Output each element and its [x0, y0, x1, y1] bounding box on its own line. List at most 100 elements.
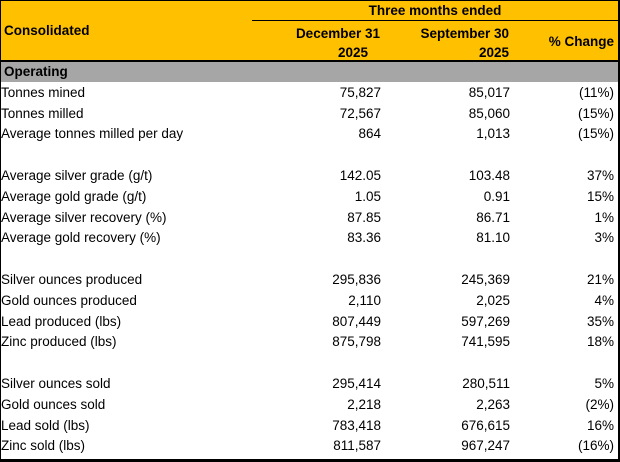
cell-december-value: 87.85: [347, 209, 381, 225]
cell-december-value: 83.36: [347, 230, 381, 246]
table-row: Silver ounces produced 295,836 245,369 2…: [1, 269, 618, 290]
cell-percent-change: 3%: [594, 230, 614, 246]
cell-percent-change: 21%: [586, 272, 614, 288]
row-label: Lead sold (lbs): [1, 417, 90, 433]
table-row: Average silver recovery (%) 87.85 86.71 …: [1, 207, 618, 228]
cell-december-value: 783,418: [332, 417, 381, 433]
cell-december-value: 864: [358, 126, 381, 142]
cell-percent-change: (15%): [577, 105, 614, 121]
table-row: Lead produced (lbs) 807,449 597,269 35%: [1, 311, 618, 332]
row-label: Zinc produced (lbs): [1, 334, 117, 350]
cell-december-value: 72,567: [339, 105, 381, 121]
table-row: [1, 144, 618, 165]
row-label: Zinc sold (lbs): [1, 438, 86, 454]
table-row: Gold ounces produced 2,110 2,025 4%: [1, 290, 618, 311]
cell-september-value: [381, 144, 510, 165]
cell-september-value: 2,263: [476, 396, 510, 412]
cell-september-value: 676,615: [461, 417, 510, 433]
cell-september-value: 103.48: [468, 168, 510, 184]
cell-percent-change: (15%): [577, 126, 614, 142]
table-row: Silver ounces sold 295,414 280,511 5%: [1, 373, 618, 394]
table-header: Consolidated Three months ended December…: [1, 1, 618, 60]
cell-december-value: 875,798: [332, 334, 381, 350]
cell-september-value: 1,013: [476, 126, 510, 142]
column-header-december-31-2025: December 31 2025: [252, 21, 380, 62]
row-label: [1, 144, 252, 165]
column-header-line2: 2025: [478, 45, 509, 60]
table-row: Average gold grade (g/t) 1.05 0.91 15%: [1, 186, 618, 207]
cell-september-value: 2,025: [476, 292, 510, 308]
cell-september-value: 280,511: [462, 376, 510, 392]
cell-september-value: 81.10: [476, 230, 510, 246]
cell-december-value: 142.05: [339, 168, 381, 184]
row-label: [1, 352, 252, 373]
row-label: Tonnes mined: [1, 84, 86, 100]
cell-percent-change: 4%: [594, 292, 614, 308]
table-row: Tonnes milled 72,567 85,060 (15%): [1, 103, 618, 124]
column-headers: December 31 2025 September 30 2025 % Cha…: [252, 21, 618, 62]
row-label: [1, 248, 252, 269]
cell-december-value: [252, 144, 381, 165]
cell-december-value: 811,587: [333, 438, 381, 454]
cell-september-value: 741,595: [461, 334, 510, 350]
data-table: Tonnes mined 75,827 85,017 (11%) Tonnes …: [1, 82, 618, 456]
row-label: Gold ounces sold: [1, 396, 106, 412]
row-label: Average gold grade (g/t): [1, 188, 147, 204]
cell-percent-change: [510, 352, 618, 373]
cell-december-value: 807,449: [332, 313, 381, 329]
cell-percent-change: (11%): [578, 84, 614, 100]
cell-percent-change: 16%: [586, 417, 614, 433]
cell-percent-change: 18%: [586, 334, 614, 350]
cell-september-value: 85,060: [468, 105, 510, 121]
cell-percent-change: 35%: [586, 313, 614, 329]
table-row: [1, 352, 618, 373]
span-header-three-months-ended: Three months ended: [252, 1, 618, 21]
cell-percent-change: 1%: [594, 209, 614, 225]
row-group-label-consolidated: Consolidated: [4, 23, 90, 38]
cell-september-value: 86.71: [476, 209, 510, 225]
cell-september-value: [381, 352, 510, 373]
cell-percent-change: [510, 144, 618, 165]
cell-percent-change: (16%): [577, 438, 614, 454]
table-row: Lead sold (lbs) 783,418 676,615 16%: [1, 415, 618, 436]
row-label: Average silver recovery (%): [1, 209, 167, 225]
table-row: Average gold recovery (%) 83.36 81.10 3%: [1, 228, 618, 249]
column-header-percent-change: % Change: [548, 34, 614, 49]
row-label: Silver ounces produced: [1, 272, 143, 288]
table-row: Zinc produced (lbs) 875,798 741,595 18%: [1, 332, 618, 353]
column-header-line2: 2025: [337, 45, 368, 60]
cell-september-value: 245,369: [461, 272, 510, 288]
cell-september-value: 967,247: [461, 438, 510, 454]
table-row: Average silver grade (g/t) 142.05 103.48…: [1, 165, 618, 186]
cell-december-value: 2,110: [348, 292, 381, 308]
row-label: Tonnes milled: [1, 105, 84, 121]
cell-september-value: 597,269: [461, 313, 510, 329]
column-header-line1: December 31: [295, 26, 380, 41]
table-row: Average tonnes milled per day 864 1,013 …: [1, 124, 618, 145]
cell-december-value: 75,827: [339, 84, 381, 100]
cell-percent-change: [510, 248, 618, 269]
table-row: Gold ounces sold 2,218 2,263 (2%): [1, 394, 618, 415]
table-row: Tonnes mined 75,827 85,017 (11%): [1, 82, 618, 103]
cell-september-value: 0.91: [483, 188, 510, 204]
cell-december-value: [252, 352, 381, 373]
cell-percent-change: 5%: [594, 376, 614, 392]
row-label: Lead produced (lbs): [1, 313, 122, 329]
row-label: Average silver grade (g/t): [1, 168, 153, 184]
cell-december-value: 295,836: [332, 272, 381, 288]
row-label: Average gold recovery (%): [1, 230, 161, 246]
table-row: Zinc sold (lbs) 811,587 967,247 (16%): [1, 436, 618, 457]
column-header-september-30-2025: September 30 2025: [380, 21, 509, 62]
cell-december-value: 1.05: [354, 188, 381, 204]
row-label: Gold ounces produced: [1, 292, 137, 308]
period-header-group: Three months ended December 31 2025 Sept…: [252, 1, 618, 60]
cell-percent-change: 15%: [586, 188, 614, 204]
cell-december-value: 2,218: [347, 396, 381, 412]
row-label: Silver ounces sold: [1, 376, 111, 392]
cell-percent-change: 37%: [586, 168, 614, 184]
cell-december-value: 295,414: [332, 376, 381, 392]
column-header-line1: September 30: [420, 26, 509, 41]
row-label: Average tonnes milled per day: [1, 126, 184, 142]
cell-percent-change: (2%): [585, 396, 614, 412]
